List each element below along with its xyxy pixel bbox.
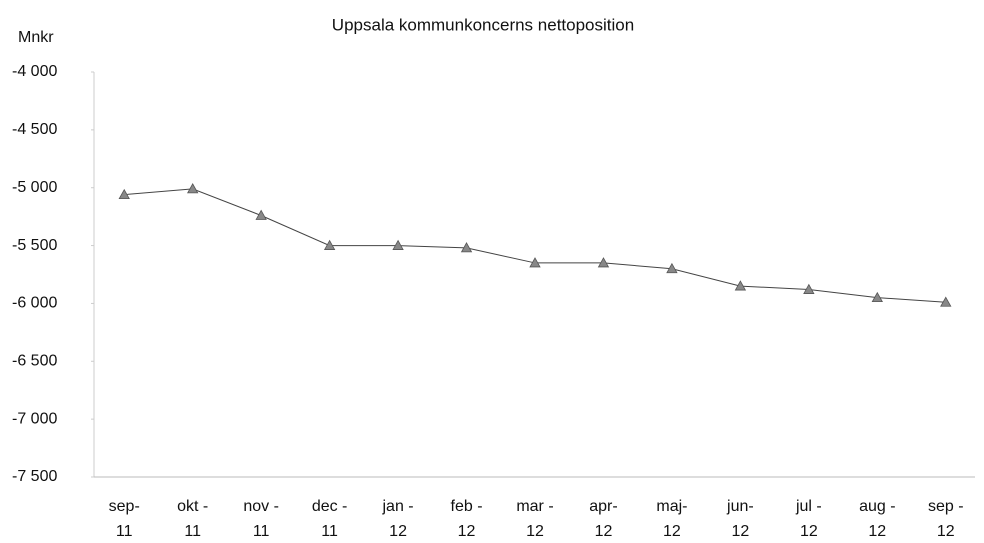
x-tick-label: jan -12 <box>382 498 414 540</box>
y-tick-label: -5 000 <box>12 179 57 196</box>
y-tick-label: -5 500 <box>12 237 57 254</box>
x-tick-label: feb -12 <box>451 498 483 540</box>
x-tick-label: jun-12 <box>726 498 754 540</box>
x-tick-label: okt -11 <box>177 498 208 540</box>
x-tick-label: maj-12 <box>656 498 687 540</box>
y-tick-label: -7 500 <box>12 468 57 485</box>
chart-title: Uppsala kommunkoncerns nettoposition <box>332 15 634 34</box>
marker <box>529 257 541 268</box>
marker <box>871 291 883 303</box>
x-tick-label: sep -12 <box>928 498 964 540</box>
y-tick-label: -7 000 <box>12 410 57 427</box>
marker <box>734 280 747 291</box>
x-tick-label: nov -11 <box>243 498 279 540</box>
x-tick-label: aug -12 <box>859 498 895 540</box>
y-tick-label: -4 000 <box>12 63 57 80</box>
marker <box>118 188 130 200</box>
marker <box>255 209 267 220</box>
x-tick-label: mar -12 <box>516 498 553 540</box>
y-tick-label: -4 500 <box>12 121 57 138</box>
x-tick-label: dec -11 <box>312 498 348 540</box>
marker <box>392 239 404 250</box>
marker <box>597 257 610 268</box>
y-tick-label: -6 000 <box>12 295 57 312</box>
marker <box>460 242 473 253</box>
marker <box>666 262 678 274</box>
y-tick-label: -6 500 <box>12 353 57 370</box>
x-tick-label: jul -12 <box>795 498 822 540</box>
marker <box>940 296 952 307</box>
marker <box>323 239 336 250</box>
marker <box>803 283 815 294</box>
y-axis-label: Mnkr <box>18 29 54 46</box>
line <box>124 188 946 303</box>
x-tick-label: apr-12 <box>589 498 617 540</box>
x-tick-label: sep-11 <box>109 498 140 540</box>
marker <box>187 183 199 194</box>
